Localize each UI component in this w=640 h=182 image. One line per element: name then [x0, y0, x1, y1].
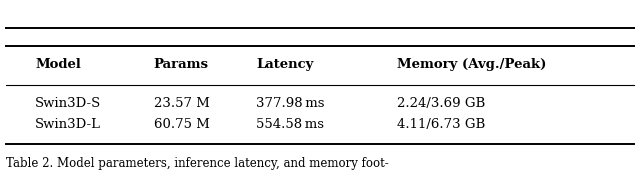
Text: 554.58 ms: 554.58 ms	[256, 118, 324, 131]
Text: 23.57 M: 23.57 M	[154, 97, 209, 110]
Text: 4.11/6.73 GB: 4.11/6.73 GB	[397, 118, 485, 131]
Text: Latency: Latency	[256, 58, 314, 72]
Text: Memory (Avg./Peak): Memory (Avg./Peak)	[397, 58, 546, 72]
Text: Swin3D-L: Swin3D-L	[35, 118, 101, 131]
Text: 377.98 ms: 377.98 ms	[256, 97, 324, 110]
Text: Params: Params	[154, 58, 209, 72]
Text: 2.24/3.69 GB: 2.24/3.69 GB	[397, 97, 485, 110]
Text: 60.75 M: 60.75 M	[154, 118, 209, 131]
Text: Swin3D-S: Swin3D-S	[35, 97, 102, 110]
Text: Model: Model	[35, 58, 81, 72]
Text: Table 2. Model parameters, inference latency, and memory foot-: Table 2. Model parameters, inference lat…	[6, 157, 389, 170]
